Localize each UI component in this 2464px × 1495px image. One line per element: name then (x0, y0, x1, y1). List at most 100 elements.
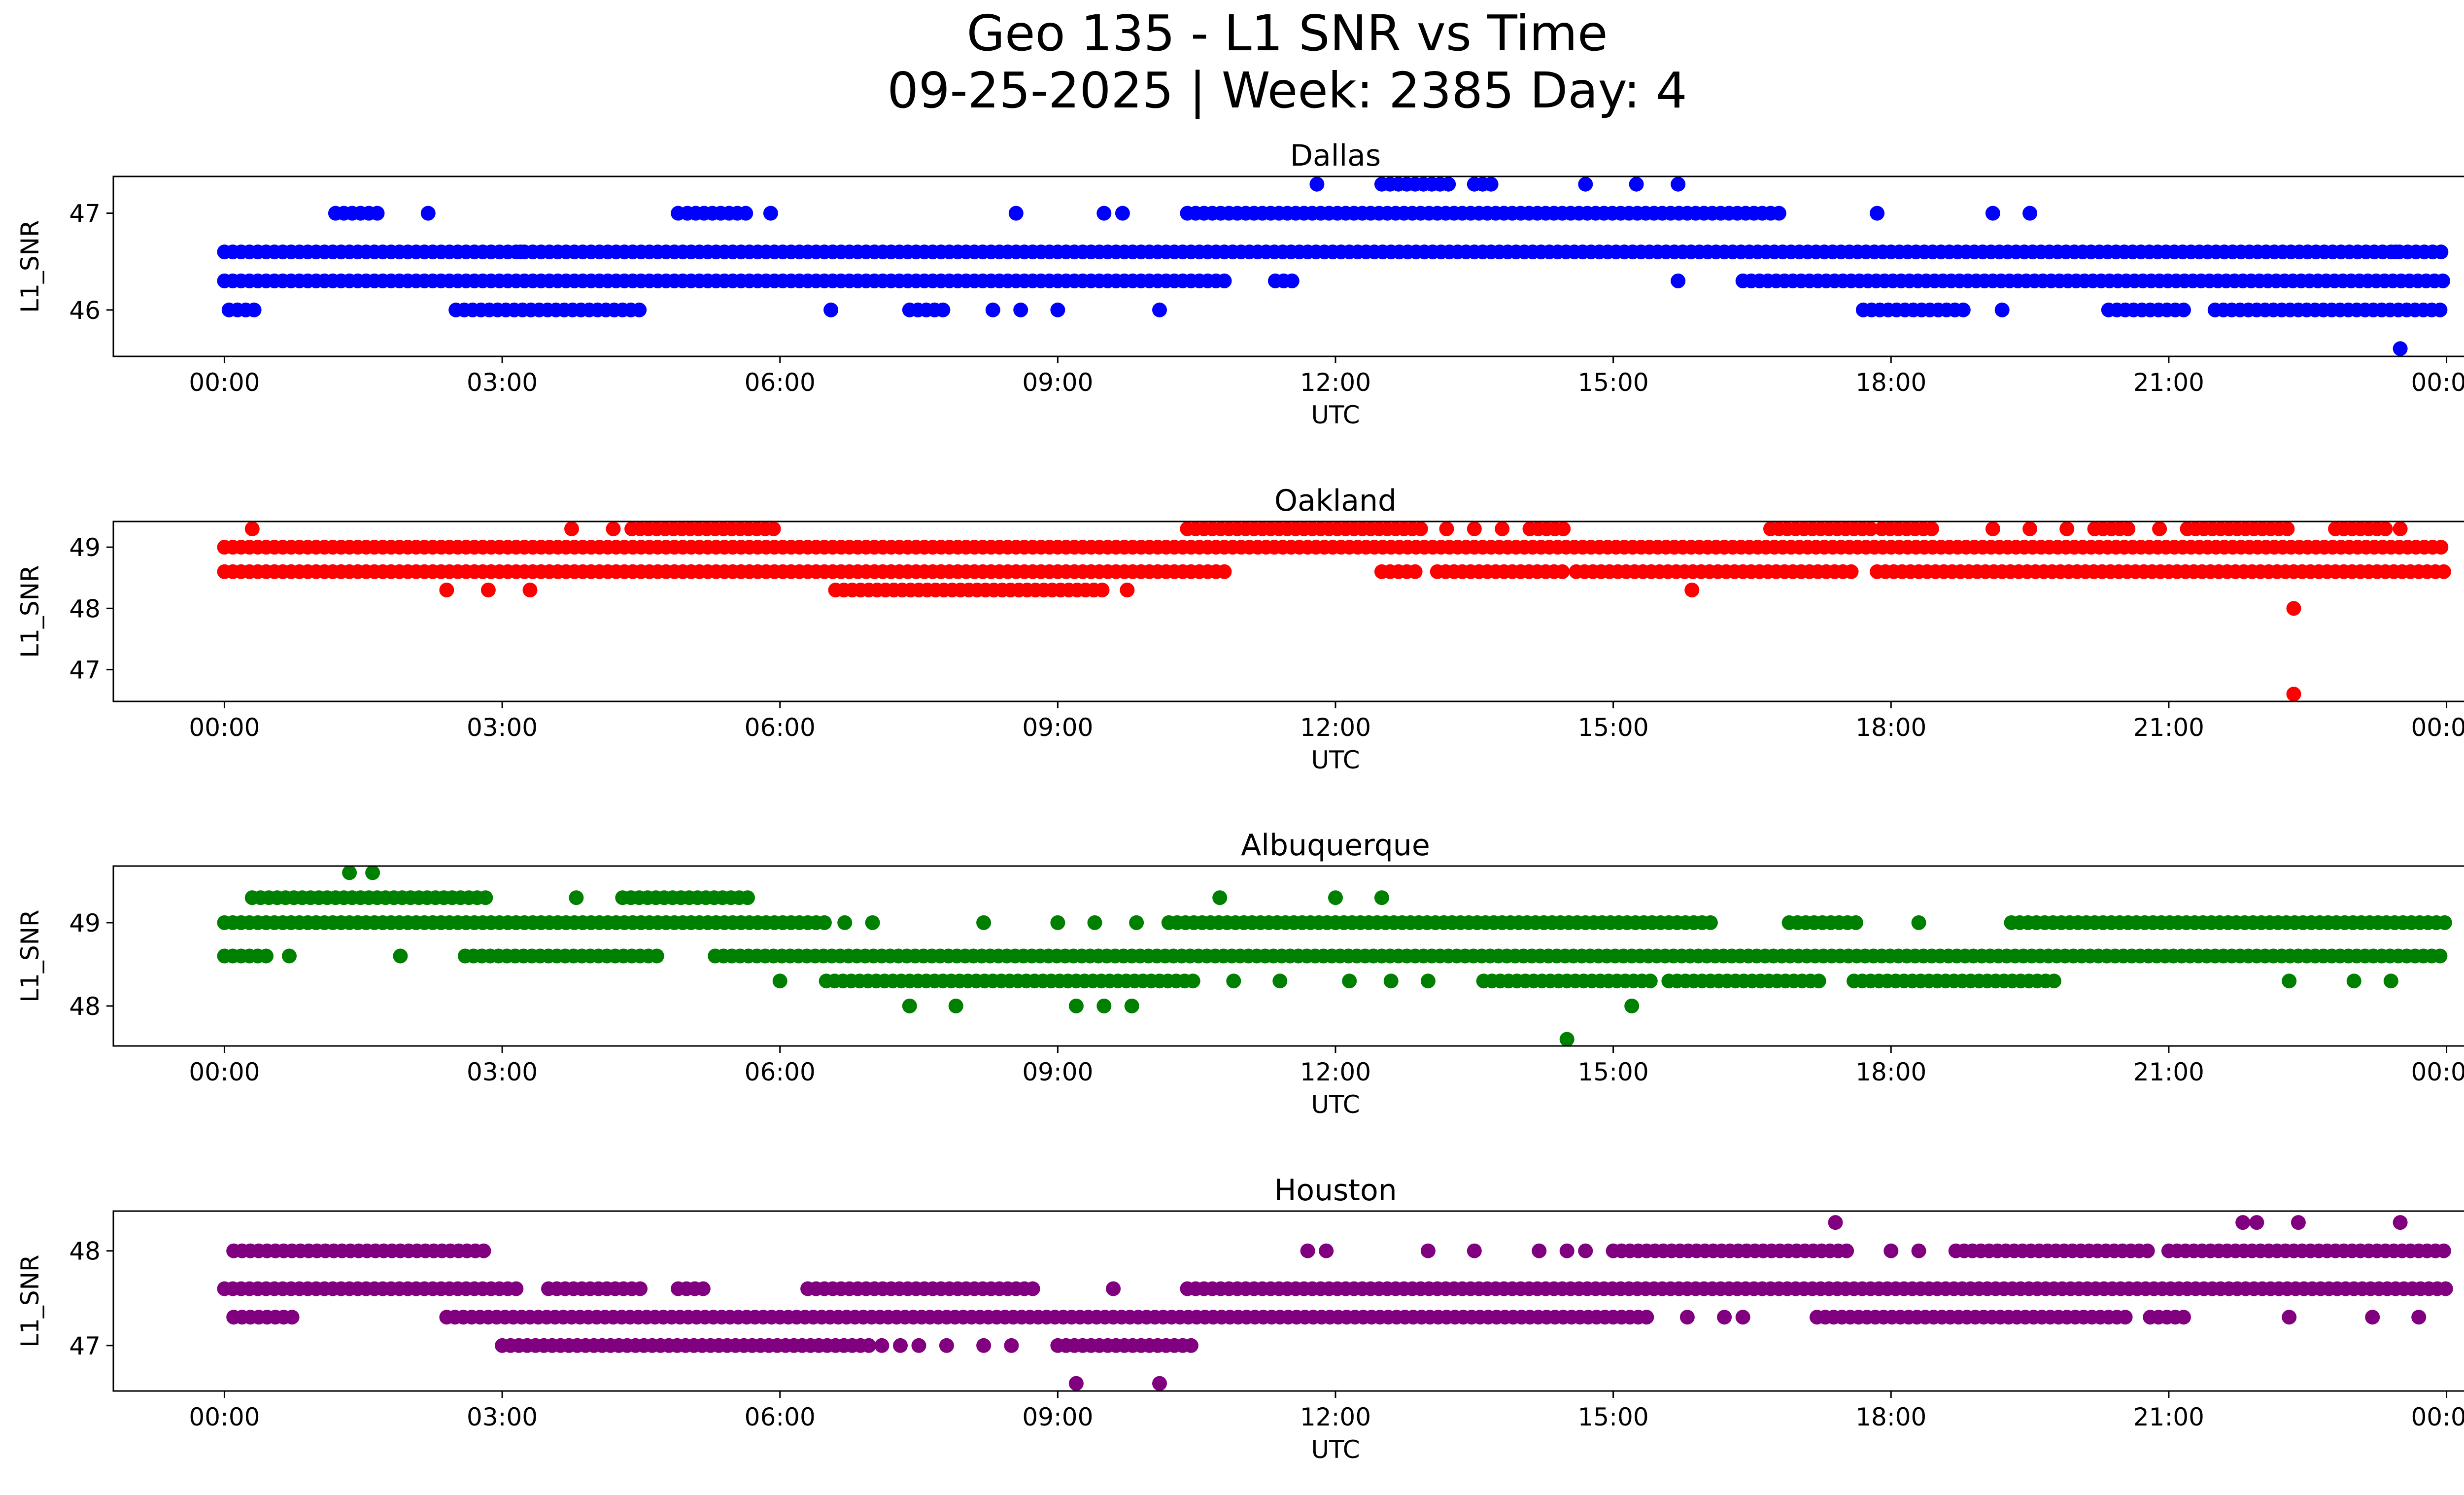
data-point (2176, 302, 2191, 317)
data-point (1771, 206, 1786, 221)
data-point (569, 890, 584, 905)
data-point (633, 1281, 648, 1296)
data-point (1050, 302, 1065, 317)
data-point (606, 522, 621, 536)
x-tick-label: 00:00 (2411, 1058, 2464, 1086)
data-point (478, 890, 493, 905)
data-point (439, 583, 454, 597)
x-tick-label: 06:00 (745, 1403, 816, 1431)
data-point (1068, 998, 1084, 1013)
y-tick-label: 48 (69, 1237, 101, 1266)
data-point (1955, 302, 1971, 317)
data-points (217, 866, 2452, 1046)
x-tick-label: 06:00 (745, 368, 816, 397)
data-point (1309, 176, 1325, 192)
data-point (1096, 206, 1112, 221)
chart-panels: Dallas 00:00 03:00 06:00 09:00 12:00 15:00 18:0… (16, 139, 2464, 1464)
data-point (1217, 273, 1232, 288)
data-point (1407, 564, 1423, 579)
data-point (342, 866, 357, 880)
data-point (2436, 1243, 2451, 1258)
data-point (1828, 1215, 1843, 1230)
data-point (1684, 583, 1700, 597)
data-point (2365, 1310, 2380, 1325)
panel-title: Oakland (1274, 484, 1397, 518)
data-point (1985, 522, 2000, 536)
x-tick-label: 00:00 (2411, 713, 2464, 742)
x-axis-label: UTC (1311, 401, 1360, 429)
data-point (1050, 915, 1065, 930)
data-point (2282, 1310, 2297, 1325)
data-point (1008, 206, 1024, 221)
x-tick-label: 03:00 (467, 1058, 538, 1086)
data-point (763, 206, 778, 221)
data-point (1495, 522, 1510, 536)
data-point (837, 915, 853, 930)
data-point (1578, 176, 1593, 192)
y-tick-label: 49 (69, 909, 101, 938)
x-axis-label: UTC (1311, 1435, 1360, 1464)
x-tick-label: 00:00 (189, 1403, 260, 1431)
data-point (865, 915, 880, 930)
data-point (480, 583, 496, 597)
data-point (1671, 176, 1686, 192)
data-point (1717, 1310, 1732, 1325)
data-point (976, 1338, 992, 1353)
data-point (1185, 973, 1200, 989)
data-point (1217, 564, 1232, 579)
data-point (1025, 1281, 1040, 1296)
x-tick-label: 00:00 (2411, 368, 2464, 397)
data-point (2022, 522, 2038, 536)
x-tick-label: 06:00 (745, 1058, 816, 1086)
y-axis-label: L1_SNR (16, 565, 44, 658)
data-point (2435, 273, 2450, 288)
data-point (1152, 1376, 1167, 1391)
data-point (476, 1243, 491, 1258)
data-point (948, 998, 963, 1013)
data-point (2378, 522, 2393, 536)
x-tick-label: 09:00 (1022, 368, 1093, 397)
data-point (1319, 1243, 1334, 1258)
x-tick-label: 00:00 (189, 368, 260, 397)
x-tick-label: 21:00 (2133, 713, 2204, 742)
data-point (1095, 583, 1110, 597)
data-point (976, 915, 992, 930)
data-points (217, 1215, 2453, 1391)
y-axis-label: L1_SNR (16, 909, 44, 1003)
data-point (2433, 244, 2449, 260)
data-point (2118, 1310, 2133, 1325)
data-point (1985, 206, 2000, 221)
data-point (2235, 1215, 2251, 1230)
data-point (2433, 540, 2449, 555)
data-point (1124, 998, 1139, 1013)
x-tick-label: 06:00 (745, 713, 816, 742)
data-point (2393, 341, 2408, 356)
data-point (1413, 522, 1428, 536)
y-tick-label: 47 (69, 656, 101, 684)
chart-panel: Dallas 00:00 03:00 06:00 09:00 12:00 15:00 18:0… (16, 139, 2464, 429)
data-point (1883, 1243, 1899, 1258)
data-points (217, 176, 2450, 356)
data-point (1420, 1243, 1436, 1258)
data-point (2393, 1215, 2408, 1230)
panel-title: Dallas (1290, 139, 1381, 173)
data-point (861, 1338, 877, 1353)
data-point (766, 522, 781, 536)
data-point (2411, 1310, 2427, 1325)
data-point (1467, 522, 1482, 536)
data-point (420, 206, 436, 221)
data-point (695, 1281, 711, 1296)
x-tick-label: 18:00 (1855, 368, 1926, 397)
data-point (522, 583, 538, 597)
data-point (1342, 973, 1357, 989)
chart-panel: Houston 00:00 03:00 06:00 09:00 12:00 15:00 18:… (16, 1173, 2464, 1464)
data-point (911, 1338, 926, 1353)
data-point (939, 1338, 954, 1353)
data-point (1848, 915, 1863, 930)
data-point (2383, 973, 2398, 989)
x-tick-label: 12:00 (1300, 713, 1371, 742)
data-point (2176, 1310, 2191, 1325)
panel-title: Albuquerque (1241, 828, 1430, 863)
x-tick-label: 03:00 (467, 713, 538, 742)
